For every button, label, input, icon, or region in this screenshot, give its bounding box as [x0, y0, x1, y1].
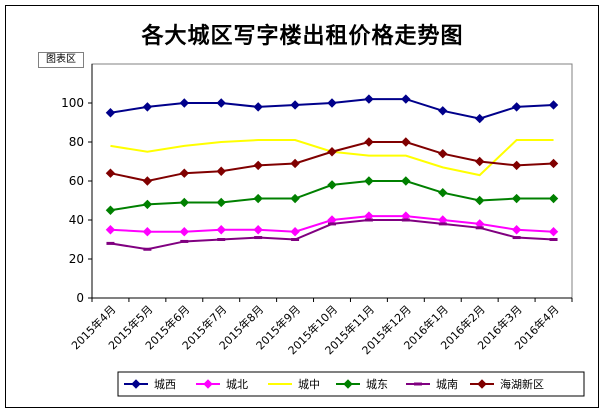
legend-marker: [131, 379, 141, 389]
data-point-城东: [179, 197, 190, 208]
data-point-城西: [364, 94, 374, 104]
legend-marker: [203, 379, 213, 389]
legend-label: 城西: [154, 378, 176, 391]
legend-marker: [343, 379, 353, 389]
legend-label: 城北: [226, 378, 248, 391]
legend-label: 城东: [366, 378, 388, 391]
data-point-城北: [105, 225, 116, 235]
y-tick-label: 0: [76, 291, 84, 305]
data-point-城西: [253, 102, 263, 112]
data-point-城西: [474, 113, 485, 124]
data-point-城北: [548, 226, 559, 237]
chart-title: 各大城区写字楼出租价格走势图: [141, 23, 464, 49]
data-point-海湖新区: [253, 160, 263, 171]
y-tick-label: 20: [69, 252, 84, 266]
data-point-城东: [253, 193, 263, 204]
y-tick-label: 60: [69, 174, 84, 188]
legend-label: 城南: [436, 378, 458, 391]
data-point-城东: [216, 197, 226, 208]
data-point-城西: [327, 98, 337, 108]
data-point-海湖新区: [216, 166, 226, 176]
legend-label: 城中: [298, 378, 320, 391]
data-point-海湖新区: [364, 137, 374, 147]
data-point-城北: [511, 225, 522, 235]
legend-label: 海湖新区: [500, 377, 544, 391]
data-point-海湖新区: [511, 160, 522, 171]
data-point-海湖新区: [327, 147, 337, 157]
data-point-海湖新区: [179, 168, 190, 178]
data-point-城西: [290, 100, 300, 110]
legend-marker: [477, 379, 487, 389]
data-point-城西: [511, 102, 522, 112]
data-point-城东: [511, 193, 522, 204]
data-point-城西: [179, 98, 190, 108]
data-point-城东: [438, 187, 448, 198]
data-point-城西: [548, 100, 559, 110]
data-point-城北: [142, 226, 153, 237]
data-point-海湖新区: [548, 158, 559, 169]
data-point-城西: [105, 108, 116, 118]
data-point-城东: [327, 180, 337, 190]
data-point-海湖新区: [401, 137, 411, 147]
data-point-城东: [548, 193, 559, 204]
y-tick-label: 80: [69, 135, 84, 149]
data-point-城东: [474, 195, 485, 206]
data-point-城西: [216, 98, 226, 108]
y-tick-label: 40: [69, 213, 84, 227]
data-point-城西: [438, 106, 448, 116]
data-point-城西: [142, 102, 153, 112]
data-point-海湖新区: [474, 156, 485, 167]
data-point-城东: [142, 199, 153, 210]
data-point-城东: [105, 205, 116, 215]
data-point-城北: [216, 225, 226, 235]
data-point-海湖新区: [438, 148, 448, 159]
data-point-城西: [401, 94, 411, 104]
plot-area-tag: 图表区: [38, 52, 84, 68]
data-point-城东: [364, 176, 374, 186]
data-point-城北: [290, 226, 300, 237]
data-point-海湖新区: [142, 176, 153, 186]
data-point-海湖新区: [290, 158, 300, 169]
data-point-城北: [253, 225, 263, 235]
data-point-城东: [401, 176, 411, 186]
data-point-城东: [290, 193, 300, 204]
data-point-海湖新区: [105, 168, 116, 178]
y-tick-label: 100: [61, 96, 84, 110]
data-point-城北: [179, 226, 190, 237]
